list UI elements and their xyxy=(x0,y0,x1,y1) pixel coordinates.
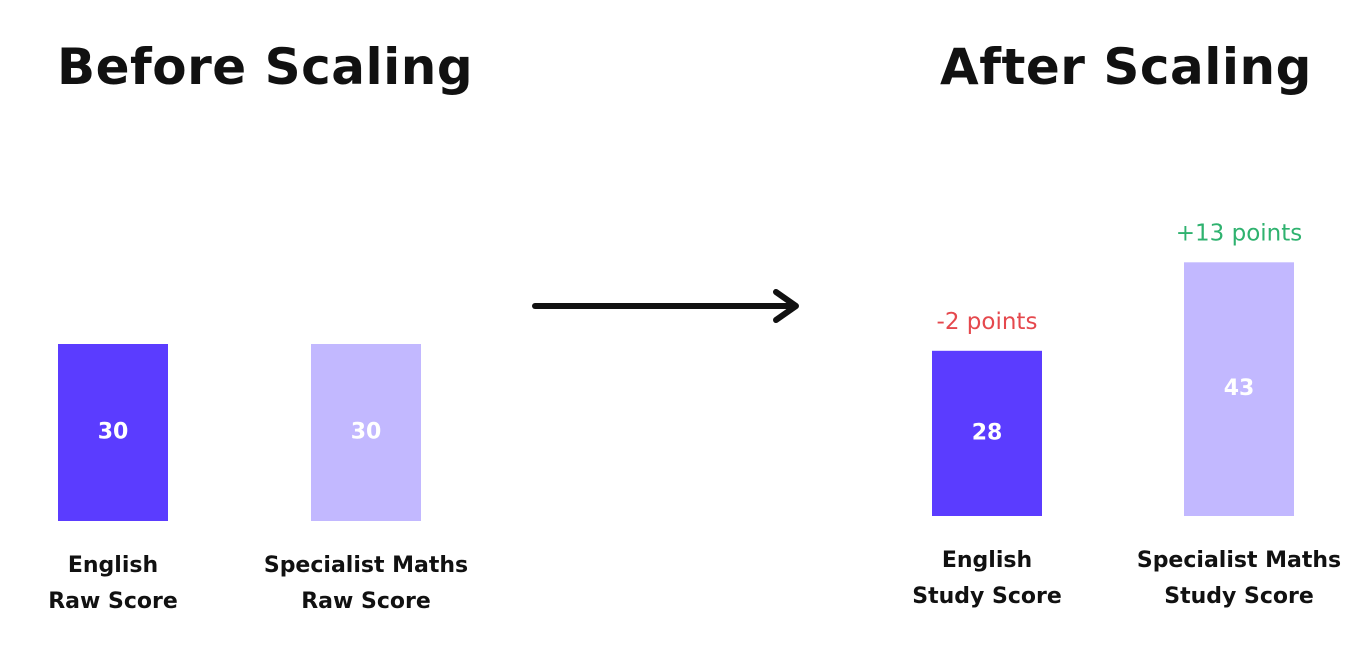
specialist-maths-raw-score-value-label: 30 xyxy=(351,420,382,445)
before-scaling-chart: 30 English Raw Score 30 Specialist Maths Raw … xyxy=(48,344,468,614)
english-study-score-category-label-line-2: Study Score xyxy=(912,584,1062,609)
specialist-maths-study-score-category-label-line-1: Specialist Maths xyxy=(1137,548,1341,573)
specialist-maths-raw-score-category-label-line-1: Specialist Maths xyxy=(264,553,468,578)
after-scaling-panel: After Scaling 28 -2 points English Study Sc… xyxy=(880,0,1366,666)
specialist-maths-raw-score-bar xyxy=(311,344,421,521)
english-study-score-value-label: 28 xyxy=(972,420,1003,445)
english-raw-score-value-label: 30 xyxy=(98,420,129,445)
english-raw-score-bar xyxy=(58,344,168,521)
english-raw-score-category-label-line-1: English xyxy=(68,553,158,578)
english-raw-score-category-label-line-2: Raw Score xyxy=(48,589,178,614)
specialist-maths-study-score-category-label-line-2: Study Score xyxy=(1164,584,1314,609)
english-study-score-bar xyxy=(932,350,1042,516)
after-scaling-title: After Scaling xyxy=(940,38,1312,96)
before-scaling-title: Before Scaling xyxy=(57,38,474,96)
english-study-score-category-label-line-1: English xyxy=(942,548,1032,573)
before-scaling-panel: Before Scaling 30 English Raw Score 30 Speci… xyxy=(0,0,560,666)
specialist-maths-raw-score-category-label-line-2: Raw Score xyxy=(301,589,431,614)
after-scaling-chart: 28 -2 points English Study Score 43 +13 point… xyxy=(912,220,1341,609)
right-arrow-icon xyxy=(532,289,799,323)
specialist-maths-study-score-value-label: 43 xyxy=(1224,376,1255,401)
specialist-maths-study-score-bar xyxy=(1184,262,1294,516)
specialist-maths-study-score-change-label: +13 points xyxy=(1176,220,1303,246)
english-study-score-change-label: -2 points xyxy=(937,309,1038,335)
